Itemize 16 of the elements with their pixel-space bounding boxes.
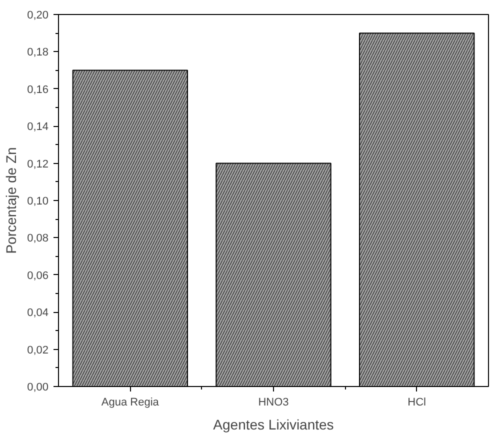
y-tick-label: 0,08	[27, 232, 49, 245]
y-tick-label: 0,10	[27, 196, 49, 208]
y-tick-label: 0,02	[27, 344, 49, 356]
y-tick-label: 0,16	[27, 84, 49, 96]
y-tick-label: 0,06	[27, 270, 49, 282]
y-tick-label: 0,20	[27, 10, 49, 22]
y-tick-label: 0,04	[27, 307, 49, 320]
x-tick-label: Agua Regia	[101, 396, 160, 408]
y-tick-label: 0,18	[27, 46, 49, 59]
x-tick-label: HCl	[408, 396, 426, 408]
y-axis-title: Porcentaje de Zn	[3, 147, 20, 254]
x-tick-label: HNO3	[258, 396, 289, 408]
y-tick-label: 0,12	[27, 158, 49, 170]
y-tick-label: 0,00	[27, 382, 49, 394]
y-tick-label: 0,14	[27, 121, 49, 134]
x-axis-title: Agentes Lixiviantes	[213, 416, 334, 432]
